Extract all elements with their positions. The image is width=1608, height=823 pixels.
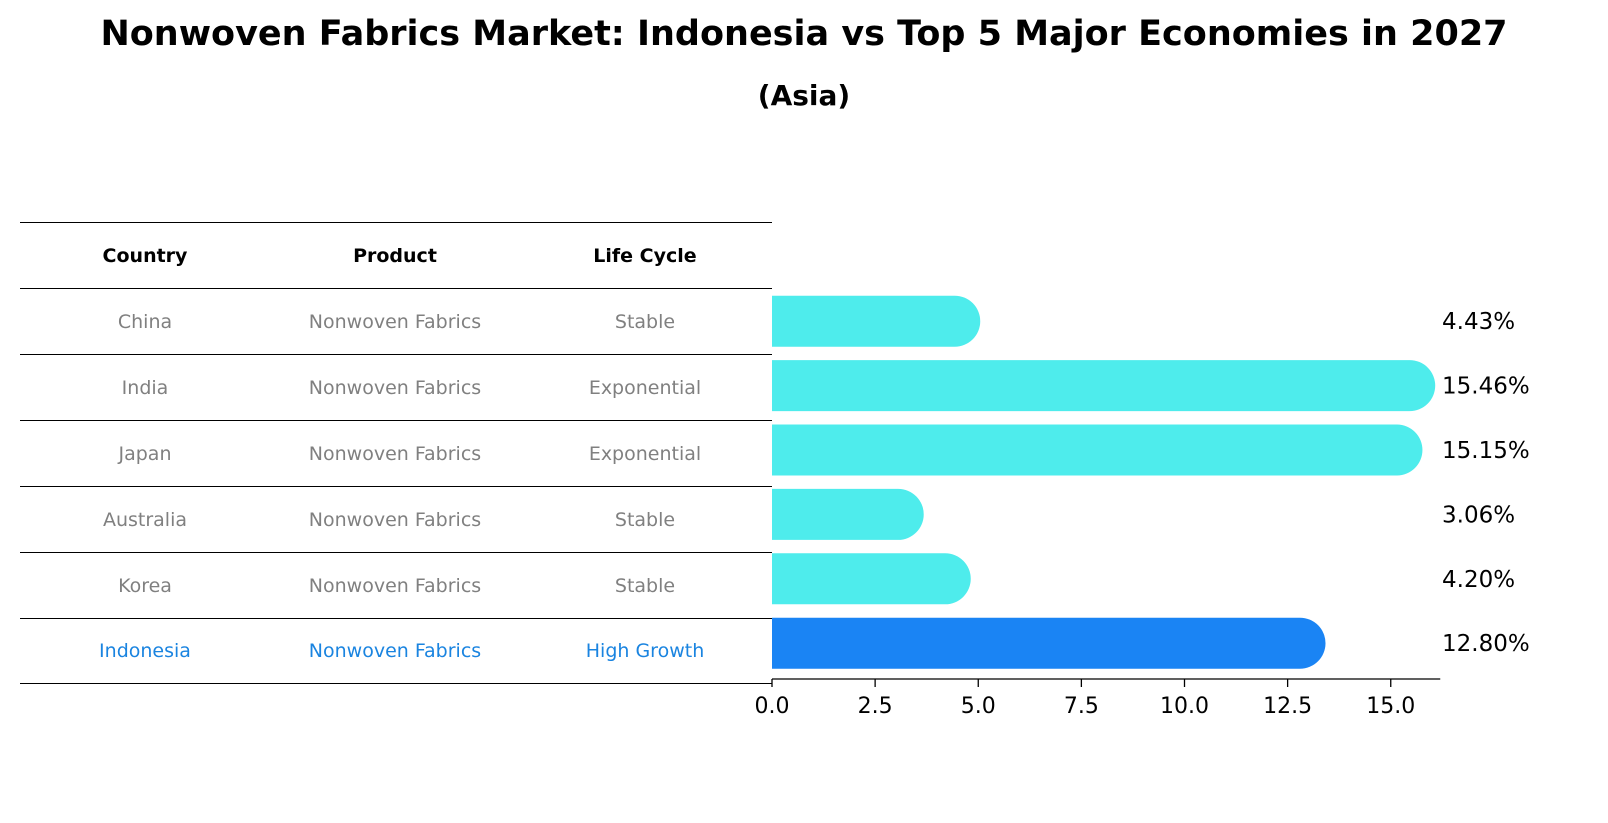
value-label: 4.20% xyxy=(1442,567,1515,593)
x-tick-label: 15.0 xyxy=(1366,694,1415,719)
table-cell-life-cycle: Stable xyxy=(614,574,676,597)
x-tick-label: 12.5 xyxy=(1263,694,1312,719)
value-label: 12.80% xyxy=(1442,631,1530,657)
country-table: Country Product Life Cycle China Nonwove… xyxy=(20,222,772,684)
table-cell-product: Nonwoven Fabrics xyxy=(308,508,482,531)
table-row: Australia Nonwoven Fabrics Stable xyxy=(20,486,772,552)
table-cell-life-cycle: Exponential xyxy=(588,442,702,465)
bar xyxy=(772,424,1423,476)
bar-highlight xyxy=(772,617,1326,669)
table-cell-country: China xyxy=(117,310,173,333)
table-header-row: Country Product Life Cycle xyxy=(20,222,772,288)
table-cell-country: Korea xyxy=(118,574,172,597)
bar-group xyxy=(772,295,1436,669)
x-tick-label: 10.0 xyxy=(1160,694,1209,719)
table-header-country: Country xyxy=(102,244,188,267)
table-cell-life-cycle: Stable xyxy=(614,508,676,531)
value-label: 15.15% xyxy=(1442,438,1530,464)
table-header-life-cycle: Life Cycle xyxy=(593,244,697,267)
table-row: Korea Nonwoven Fabrics Stable xyxy=(20,552,772,618)
table-row-highlight: Indonesia Nonwoven Fabrics High Growth xyxy=(20,618,772,684)
value-label: 3.06% xyxy=(1442,502,1515,528)
x-axis: 0.0 2.5 5.0 7.5 10.0 12.5 15.0 xyxy=(755,678,1441,719)
table-cell-product: Nonwoven Fabrics xyxy=(308,640,482,662)
table-cell-life-cycle: Stable xyxy=(614,310,676,333)
table-cell-country: Japan xyxy=(118,442,172,465)
table-cell-country: Australia xyxy=(102,508,188,531)
table-cell-product: Nonwoven Fabrics xyxy=(308,310,482,333)
bar xyxy=(772,553,971,605)
table-cell-country: India xyxy=(121,376,169,399)
table-row: China Nonwoven Fabrics Stable xyxy=(20,288,772,354)
table-cell-life-cycle: Exponential xyxy=(588,376,702,399)
x-tick-label: 7.5 xyxy=(1064,694,1099,719)
table-cell-product: Nonwoven Fabrics xyxy=(308,376,482,399)
table-cell-product: Nonwoven Fabrics xyxy=(308,442,482,465)
table-cell-country: Indonesia xyxy=(99,640,191,662)
table-row: India Nonwoven Fabrics Exponential xyxy=(20,354,772,420)
bar xyxy=(772,295,981,347)
x-tick-label: 0.0 xyxy=(755,694,790,719)
table-row: Japan Nonwoven Fabrics Exponential xyxy=(20,420,772,486)
bar xyxy=(772,488,924,540)
bar xyxy=(772,360,1436,412)
value-label-group: 4.43% 15.46% 15.15% 3.06% 4.20% 12.80% xyxy=(1442,309,1530,657)
table-header-product: Product xyxy=(353,244,437,267)
value-label: 15.46% xyxy=(1442,374,1530,400)
value-label: 4.43% xyxy=(1442,309,1515,335)
table-cell-life-cycle: High Growth xyxy=(585,640,705,662)
table-cell-product: Nonwoven Fabrics xyxy=(308,574,482,597)
x-tick-label: 5.0 xyxy=(961,694,996,719)
x-tick-label: 2.5 xyxy=(858,694,893,719)
chart-subtitle: (Asia) xyxy=(757,79,851,112)
chart-title: Nonwoven Fabrics Market: Indonesia vs To… xyxy=(100,14,1508,54)
